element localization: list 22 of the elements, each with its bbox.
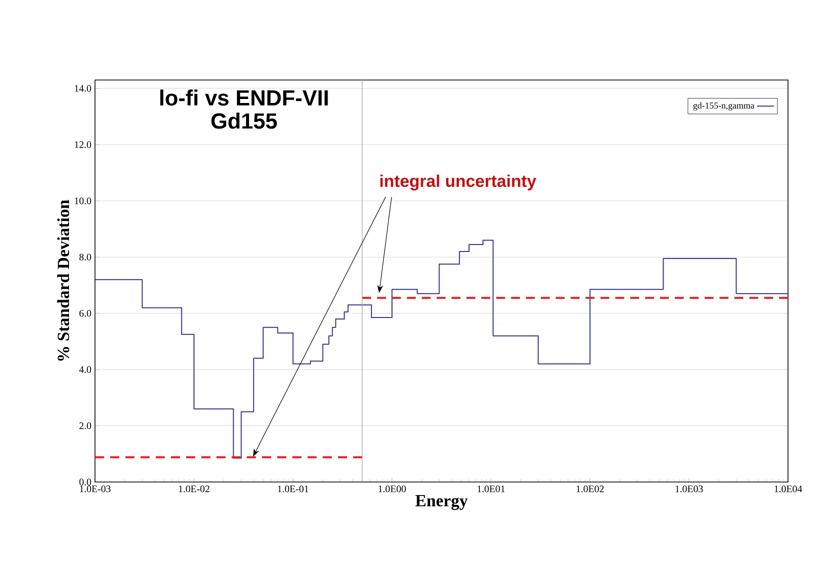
y-tick-label: 0.0	[79, 478, 92, 486]
legend-label: gd-155-n,gamma	[693, 102, 754, 110]
y-tick-label: 12.0	[74, 141, 92, 148]
y-tick-label: 8.0	[79, 254, 92, 260]
x-tick-label: 1.0E00	[378, 486, 406, 492]
text: Gd155	[211, 112, 277, 129]
y-tick-label: 2.0	[79, 422, 92, 430]
annotation: integral uncertainty	[380, 174, 536, 190]
x-tick-label: 1.0E02	[576, 486, 604, 492]
y-tick-label: 10.0	[74, 197, 92, 204]
y-axis-title: % Standard Deviation	[57, 200, 70, 361]
x-tick-label: 1.0E-03	[80, 486, 111, 492]
x-tick-label: 1.0E-01	[278, 486, 308, 492]
x-tick-label: 1.0E-02	[178, 486, 210, 492]
x-tick-label: 1.0E01	[478, 486, 505, 492]
chart-title: lo-fi vs ENDF-VII	[160, 90, 328, 106]
y-tick-label: 14.0	[74, 85, 92, 92]
x-tick-label: 1.0E04	[774, 486, 802, 492]
x-tick-label: 1.0E03	[676, 486, 703, 492]
y-tick-label: 6.0	[79, 310, 92, 317]
y-tick-label: 4.0	[79, 366, 92, 373]
x-axis-title: Energy	[415, 495, 468, 510]
